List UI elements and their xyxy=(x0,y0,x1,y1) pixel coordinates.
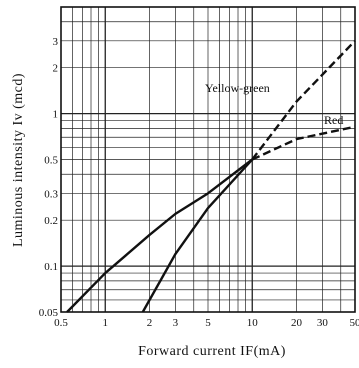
y-tick-label: 1 xyxy=(53,109,59,121)
x-tick-labels: 0.5 1 2 3 5 10 20 30 50 xyxy=(54,317,359,329)
x-tick-label: 1 xyxy=(103,317,109,329)
x-tick-label: 30 xyxy=(317,317,329,329)
y-tick-labels: 0.05 0.1 0.2 0.3 0.5 1 2 3 xyxy=(39,36,59,319)
x-tick-label: 50 xyxy=(350,317,359,329)
x-tick-label: 2 xyxy=(147,317,153,329)
y-tick-label: 2 xyxy=(53,63,59,75)
x-tick-label: 0.5 xyxy=(54,317,68,329)
grid xyxy=(60,6,356,313)
series-label-yellow-green: Yellow-green xyxy=(205,81,270,95)
series-extrapolation-yellow-green xyxy=(251,39,356,161)
series-extrapolation-red xyxy=(251,125,356,161)
x-axis-label: Forward current IF(mA) xyxy=(138,344,286,359)
x-tick-label: 10 xyxy=(247,317,259,329)
series-line-yellow-green xyxy=(141,158,254,313)
x-tick-label: 5 xyxy=(205,317,211,329)
y-tick-label: 0.1 xyxy=(44,261,58,273)
series-line-red xyxy=(66,158,253,313)
plot-frame xyxy=(60,6,356,313)
y-axis-label: Luminous intensity Iv (mcd) xyxy=(11,73,26,247)
y-tick-label: 0.5 xyxy=(44,155,58,167)
y-tick-label: 0.3 xyxy=(44,188,58,200)
x-tick-label: 3 xyxy=(173,317,179,329)
y-tick-label: 0.05 xyxy=(39,307,59,319)
series-layer xyxy=(66,39,356,313)
series-label-red: Red xyxy=(324,113,343,127)
x-tick-label: 20 xyxy=(291,317,303,329)
y-tick-label: 3 xyxy=(53,36,59,48)
y-tick-label: 0.2 xyxy=(44,215,58,227)
